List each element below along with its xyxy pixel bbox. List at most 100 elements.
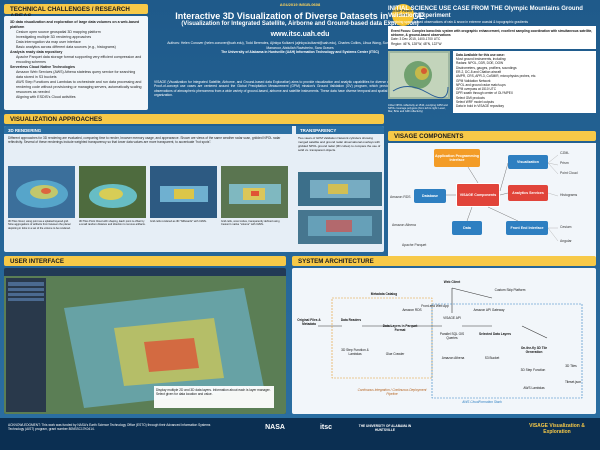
tech-item: Analysis ready data repository: [10, 50, 63, 54]
transparency-image-2: [298, 210, 382, 244]
tech-item: Aligning with ESDIS's Cloud activities: [16, 95, 76, 99]
authors: Authors: Helen Conover (helen.conover@ua…: [167, 41, 433, 50]
arch-step-fn-1: 3D Step Function & Lambdas: [341, 348, 369, 357]
arch-athena: Amazon Athena: [441, 356, 465, 360]
arch-glue: Glue Crawler: [385, 352, 405, 356]
init-data-item: ER-2, DC-8 and Citation aircraft: [456, 70, 501, 74]
acknowledgment: ACKNOWLEDGMENT: This work was funded by …: [8, 423, 211, 432]
poster-header: AGU2019 IN51B-0608 Interactive 3D Visual…: [150, 2, 450, 122]
nasa-logo: NASA: [265, 424, 285, 431]
component-core: VISAGE Components: [456, 183, 500, 207]
rendering-images: [8, 166, 290, 218]
uah-logo: THE UNIVERSITY OF ALABAMA IN HUNTSVILLE: [358, 424, 412, 432]
init-science-panel: INITIAL SCIENCE USE CASE FROM THE Olympi…: [388, 6, 596, 126]
architecture-diagram: Original Files & Metadata Data Readers M…: [292, 268, 596, 414]
label-amazon-rds: Amazon RDS: [390, 195, 411, 199]
rendering-subtitle: 3D RENDERING: [4, 126, 292, 134]
poster-title: Interactive 3D Visualization of Diverse …: [175, 11, 425, 21]
render-volume-image: [221, 166, 288, 218]
label-amazon-athena: Amazon Athena: [392, 223, 416, 227]
init-data-item: NPOL and ground radar match-ups: [456, 82, 506, 87]
arch-original-files: Original Files & Metadata: [297, 318, 321, 327]
init-region: Region: 46°N, 128°W, 48°N, 122°W: [391, 41, 442, 46]
tech-item: Cesium open source geospatial 3D mapping…: [16, 30, 101, 34]
init-data-box: Data Available for this use case: Most g…: [453, 50, 596, 114]
init-event-box: Event Focus: Complex baroclinic system w…: [388, 26, 596, 49]
arch-legend-cicd: Continuous Integration / Continuous Depl…: [357, 388, 427, 397]
label-czml: CZML: [560, 151, 570, 155]
section-title-tech: TECHNICAL CHALLENGES / RESEARCH AREAS: [4, 4, 148, 20]
arch-parallel-sql: Parallel SQL GIS Queries: [439, 332, 465, 341]
init-data-item: AMPR, CRS, APR-3, CoSMIR, microphysics p…: [456, 74, 537, 79]
component-data: Data: [452, 221, 482, 235]
tech-item: Investigating multiple 3D rendering appr…: [16, 35, 92, 39]
init-heading: INITIAL SCIENCE USE CASE FROM THE Olympi…: [388, 6, 583, 19]
init-date: Date: 3 Dec 2015, 1400-1700 UTC: [391, 37, 441, 42]
arch-data-readers: Data Readers: [340, 318, 362, 322]
arch-connectors: [318, 287, 583, 399]
component-analytics: Analytics Services: [508, 185, 548, 201]
arch-web-client: Web Client: [443, 280, 461, 284]
arch-metadata-catalog: Metadata Catalog: [370, 292, 398, 296]
init-data-item: Data in bold in VISAGE repository: [456, 104, 505, 109]
render-caption-3: Grid cells rendered as 3D "billboards" w…: [150, 220, 207, 223]
vis-approaches-panel: 3D RENDERING Different approaches for 3D…: [4, 126, 384, 252]
component-api: Application Programming Interface: [434, 149, 480, 167]
component-frontend: Front End Interface: [506, 221, 548, 235]
arch-tileset: Tileset.json: [564, 380, 581, 384]
arch-step-fn-2: 3D Step Function: [520, 368, 546, 372]
visage-logo: VISAGE Visualization & Exploration: [529, 423, 585, 435]
init-data-item: DPR swath through center of OLYMPEX: [456, 91, 513, 96]
components-connectors: [446, 154, 559, 242]
component-database: Database: [414, 189, 446, 203]
abstract: VISAGE (Visualization for Integrated Sat…: [154, 80, 446, 98]
ui-description: Display multiple 2D and 3D data layers. …: [156, 388, 271, 397]
init-data-item: Disdrometers, gauges, profilers, soundin…: [456, 65, 517, 70]
arch-visage-api: VISAGE API: [443, 316, 461, 320]
arch-custom-skip: Custom Skip Platform: [494, 288, 526, 292]
ui-screenshot-panel: Display multiple 2D and 3D data layers. …: [4, 268, 286, 414]
rendering-captions: 3D Tiles Voxel, using point as a splatte…: [8, 220, 290, 230]
award-badge: ESIP Poster Award: [392, 4, 414, 26]
label-prism: Prism: [560, 161, 569, 165]
init-data-item: Radars: NPOL, D3R, DOE, DOW: [456, 61, 504, 66]
arch-on-fly: On-the-fly 3D Tile Generation: [520, 346, 548, 355]
render-voxel-image: [8, 166, 75, 218]
init-data-item: GPM Validation Network: [456, 78, 491, 83]
render-point-cloud-image: [79, 166, 146, 218]
render-caption-4: Grid cells, voxel cubes, transparently d…: [221, 220, 280, 227]
arch-lambdas: AWS Lambdas: [523, 386, 545, 390]
init-data-item: Select WRF model outputs: [456, 100, 494, 105]
arch-s3: S3 Bucket: [484, 356, 500, 360]
label-point-cloud: Point Cloud: [560, 171, 578, 175]
render-billboards-image: [150, 166, 217, 218]
arch-selected-layers: Selected Data Layers: [478, 332, 512, 336]
render-caption-1: 3D Tiles Voxel, using point as a splatte…: [8, 220, 71, 230]
rendering-description: Different approaches for 3D rendering ar…: [8, 136, 281, 145]
tech-item: Serverless Cloud Native Technologies: [10, 65, 76, 69]
poster-url[interactable]: www.itsc.uah.edu: [270, 31, 330, 38]
label-apache-parquet: Apache Parquet: [402, 243, 427, 247]
itsc-logo: itsc: [319, 424, 333, 431]
label-histograms: Histograms: [560, 193, 578, 197]
tech-item: Amazon Web Services (AWS) Athena statele…: [16, 70, 136, 79]
tech-item: 3D data visualization and exploration of…: [10, 20, 140, 29]
init-data-list: Most ground instruments, including: Radar…: [456, 57, 593, 109]
section-title-components: VISAGE COMPONENTS: [388, 131, 596, 141]
affiliation: The University of Alabama in Huntsville …: [221, 50, 379, 55]
tech-item: AWS Step Functions and Lambdas to orches…: [16, 80, 142, 94]
init-map-wrapper: 3-Dec NPOL reflectivity at 1510, overlyi…: [388, 50, 450, 114]
label-angular: Angular: [560, 239, 572, 243]
render-caption-2: 3D Tiles Point Cloud with shaping, Each …: [79, 220, 146, 227]
tech-panel: 3D data visualization and exploration of…: [4, 16, 148, 110]
footer: ACKNOWLEDGMENT: This work was funded by …: [0, 418, 600, 450]
ui-screenshot-image: [4, 268, 286, 414]
poster-subtitle: (Visualization for Integrated Satellite,…: [181, 21, 419, 27]
init-data-title: Data Available for this use case:: [456, 52, 505, 57]
init-event: Event Focus: Complex baroclinic system w…: [391, 29, 593, 38]
arch-legend-cloudformation: AWS CloudFormation Stack: [462, 400, 502, 404]
component-visualization: Visualization: [508, 155, 548, 169]
init-data-item: GPM overpass at 1510 UTC: [456, 87, 497, 92]
init-sub: Examining space-based observations of ra…: [388, 20, 529, 24]
